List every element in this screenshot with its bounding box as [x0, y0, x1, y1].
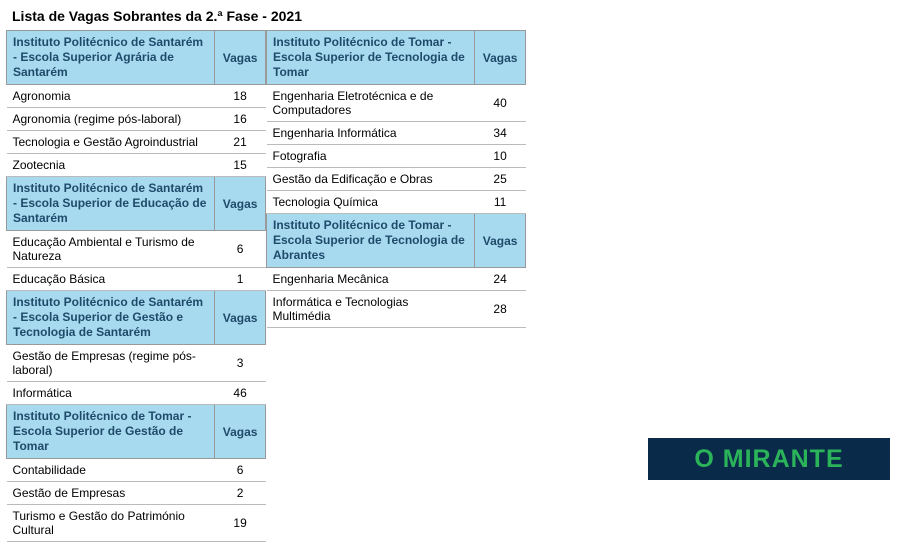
course-name: Engenharia Informática — [267, 122, 475, 145]
course-name: Educação Básica — [7, 268, 215, 291]
course-row: Tecnologia Química11 — [267, 191, 526, 214]
institution-header: Instituto Politécnico de Tomar - Escola … — [267, 31, 526, 85]
brand-logo-text: O MIRANTE — [694, 445, 843, 474]
vagas-value: 15 — [215, 154, 266, 177]
institution-header: Instituto Politécnico de Santarém - Esco… — [7, 31, 266, 85]
course-row: Gestão de Empresas (regime pós-laboral)3 — [7, 345, 266, 382]
institution-header: Instituto Politécnico de Santarém - Esco… — [7, 291, 266, 345]
course-row: Engenharia Informática34 — [267, 122, 526, 145]
right-column: Instituto Politécnico de Tomar - Escola … — [266, 30, 526, 542]
vagas-value: 11 — [475, 191, 526, 214]
vagas-value: 18 — [215, 85, 266, 108]
course-row: Informática46 — [7, 382, 266, 405]
vagas-value: 46 — [215, 382, 266, 405]
course-name: Informática — [7, 382, 215, 405]
course-row: Gestão da Edificação e Obras25 — [267, 168, 526, 191]
course-row: Agronomia18 — [7, 85, 266, 108]
course-name: Gestão de Empresas (regime pós-laboral) — [7, 345, 215, 382]
vagas-value: 34 — [475, 122, 526, 145]
right-table: Instituto Politécnico de Tomar - Escola … — [266, 30, 526, 328]
vagas-value: 16 — [215, 108, 266, 131]
course-row: Engenharia Mecânica24 — [267, 268, 526, 291]
course-row: Gestão de Empresas2 — [7, 482, 266, 505]
course-row: Educação Básica1 — [7, 268, 266, 291]
vagas-header: Vagas — [475, 214, 526, 268]
vagas-value: 19 — [215, 505, 266, 542]
institution-name: Instituto Politécnico de Santarém - Esco… — [7, 31, 215, 85]
course-name: Contabilidade — [7, 459, 215, 482]
course-row: Educação Ambiental e Turismo de Natureza… — [7, 231, 266, 268]
vagas-header: Vagas — [475, 31, 526, 85]
vagas-value: 1 — [215, 268, 266, 291]
course-name: Fotografia — [267, 145, 475, 168]
vagas-header: Vagas — [215, 31, 266, 85]
vagas-value: 28 — [475, 291, 526, 328]
vagas-header: Vagas — [215, 405, 266, 459]
vagas-header: Vagas — [215, 177, 266, 231]
course-name: Agronomia — [7, 85, 215, 108]
course-row: Zootecnia15 — [7, 154, 266, 177]
vagas-value: 10 — [475, 145, 526, 168]
course-name: Gestão da Edificação e Obras — [267, 168, 475, 191]
institution-header: Instituto Politécnico de Santarém - Esco… — [7, 177, 266, 231]
course-row: Turismo e Gestão do Património Cultural1… — [7, 505, 266, 542]
course-name: Engenharia Eletrotécnica e de Computador… — [267, 85, 475, 122]
institution-name: Instituto Politécnico de Santarém - Esco… — [7, 291, 215, 345]
course-name: Educação Ambiental e Turismo de Natureza — [7, 231, 215, 268]
course-name: Engenharia Mecânica — [267, 268, 475, 291]
course-name: Turismo e Gestão do Património Cultural — [7, 505, 215, 542]
institution-header: Instituto Politécnico de Tomar - Escola … — [267, 214, 526, 268]
vagas-value: 6 — [215, 459, 266, 482]
vagas-value: 40 — [475, 85, 526, 122]
course-row: Fotografia10 — [267, 145, 526, 168]
institution-header: Instituto Politécnico de Tomar - Escola … — [7, 405, 266, 459]
course-row: Contabilidade6 — [7, 459, 266, 482]
page-title: Lista de Vagas Sobrantes da 2.ª Fase - 2… — [0, 0, 900, 30]
course-name: Agronomia (regime pós-laboral) — [7, 108, 215, 131]
vagas-value: 2 — [215, 482, 266, 505]
left-table: Instituto Politécnico de Santarém - Esco… — [6, 30, 266, 542]
left-column: Instituto Politécnico de Santarém - Esco… — [6, 30, 266, 542]
vagas-value: 6 — [215, 231, 266, 268]
institution-name: Instituto Politécnico de Santarém - Esco… — [7, 177, 215, 231]
course-name: Gestão de Empresas — [7, 482, 215, 505]
course-name: Zootecnia — [7, 154, 215, 177]
brand-logo: O MIRANTE — [648, 438, 890, 480]
course-row: Engenharia Eletrotécnica e de Computador… — [267, 85, 526, 122]
course-name: Informática e Tecnologias Multimédia — [267, 291, 475, 328]
course-name: Tecnologia Química — [267, 191, 475, 214]
course-row: Informática e Tecnologias Multimédia28 — [267, 291, 526, 328]
institution-name: Instituto Politécnico de Tomar - Escola … — [267, 31, 475, 85]
course-row: Tecnologia e Gestão Agroindustrial21 — [7, 131, 266, 154]
institution-name: Instituto Politécnico de Tomar - Escola … — [7, 405, 215, 459]
vagas-header: Vagas — [215, 291, 266, 345]
course-name: Tecnologia e Gestão Agroindustrial — [7, 131, 215, 154]
course-row: Agronomia (regime pós-laboral)16 — [7, 108, 266, 131]
institution-name: Instituto Politécnico de Tomar - Escola … — [267, 214, 475, 268]
vagas-value: 3 — [215, 345, 266, 382]
vagas-value: 24 — [475, 268, 526, 291]
vagas-value: 25 — [475, 168, 526, 191]
vagas-value: 21 — [215, 131, 266, 154]
